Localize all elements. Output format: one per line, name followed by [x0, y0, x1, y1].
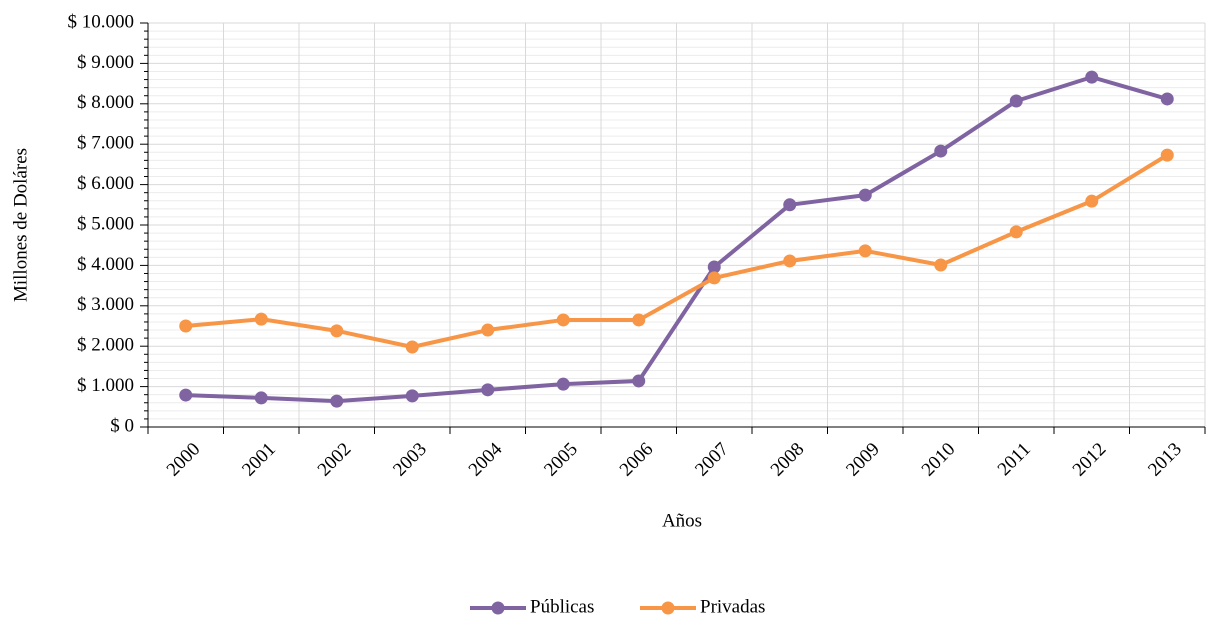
x-tick-label: 2004	[465, 438, 507, 480]
data-point	[254, 312, 268, 326]
x-tick-label: 2002	[314, 439, 356, 481]
x-tick-label: 2011	[994, 439, 1035, 480]
data-point	[405, 340, 419, 354]
data-point	[1009, 225, 1023, 239]
data-point	[405, 389, 419, 403]
data-point	[632, 313, 646, 327]
x-axis-title: Años	[662, 510, 702, 531]
x-tick-label: 2003	[389, 439, 431, 481]
data-point	[783, 254, 797, 268]
y-axis-title: Millones de Doláres	[10, 148, 31, 302]
x-tick-label: 2007	[691, 439, 733, 481]
x-tick-label: 2005	[540, 439, 582, 481]
y-tick-label: $ 10.000	[68, 11, 135, 32]
legend-item: Públicas	[470, 596, 594, 617]
data-point	[1085, 194, 1099, 208]
y-tick-label: $ 2.000	[77, 335, 134, 356]
data-point	[632, 374, 646, 388]
x-tick-label: 2001	[238, 439, 280, 481]
data-point	[556, 377, 570, 391]
series-line	[185, 153, 1169, 350]
data-point	[254, 391, 268, 405]
y-tick-label: $ 5.000	[77, 213, 134, 234]
legend-label: Privadas	[700, 596, 765, 617]
data-point	[1009, 94, 1023, 108]
x-tick-label: 2008	[767, 439, 809, 481]
data-point	[330, 324, 344, 338]
legend-marker	[661, 601, 675, 615]
x-tick-label: 2010	[918, 439, 960, 481]
data-point	[556, 313, 570, 327]
data-point	[179, 319, 193, 333]
y-tick-label: $ 1.000	[77, 375, 134, 396]
data-point	[707, 271, 721, 285]
data-point	[858, 188, 872, 202]
x-tick-label: 2009	[842, 439, 884, 481]
data-point	[330, 394, 344, 408]
y-tick-label: $ 8.000	[77, 92, 134, 113]
legend-label: Públicas	[530, 596, 594, 617]
x-tick-label: 2000	[163, 439, 205, 481]
data-point	[783, 198, 797, 212]
data-point	[707, 260, 721, 274]
data-point	[858, 244, 872, 258]
data-point	[179, 388, 193, 402]
series-line	[185, 75, 1168, 404]
x-tick-label: 2006	[616, 439, 658, 481]
legend-item: Privadas	[640, 596, 765, 617]
x-tick-label: 2012	[1069, 439, 1111, 481]
y-tick-label: $ 9.000	[77, 52, 134, 73]
y-tick-label: $ 7.000	[77, 133, 134, 154]
data-point	[481, 323, 495, 337]
x-tick-label: 2013	[1144, 439, 1186, 481]
data-point	[1085, 70, 1099, 84]
data-point	[934, 258, 948, 272]
y-tick-label: $ 3.000	[77, 294, 134, 315]
y-tick-label: $ 6.000	[77, 173, 134, 194]
y-tick-label: $ 4.000	[77, 254, 134, 275]
data-point	[481, 383, 495, 397]
data-point	[934, 144, 948, 158]
data-point	[1160, 92, 1174, 106]
data-point	[1160, 148, 1174, 162]
legend-marker	[491, 601, 505, 615]
y-tick-label: $ 0	[110, 415, 134, 436]
